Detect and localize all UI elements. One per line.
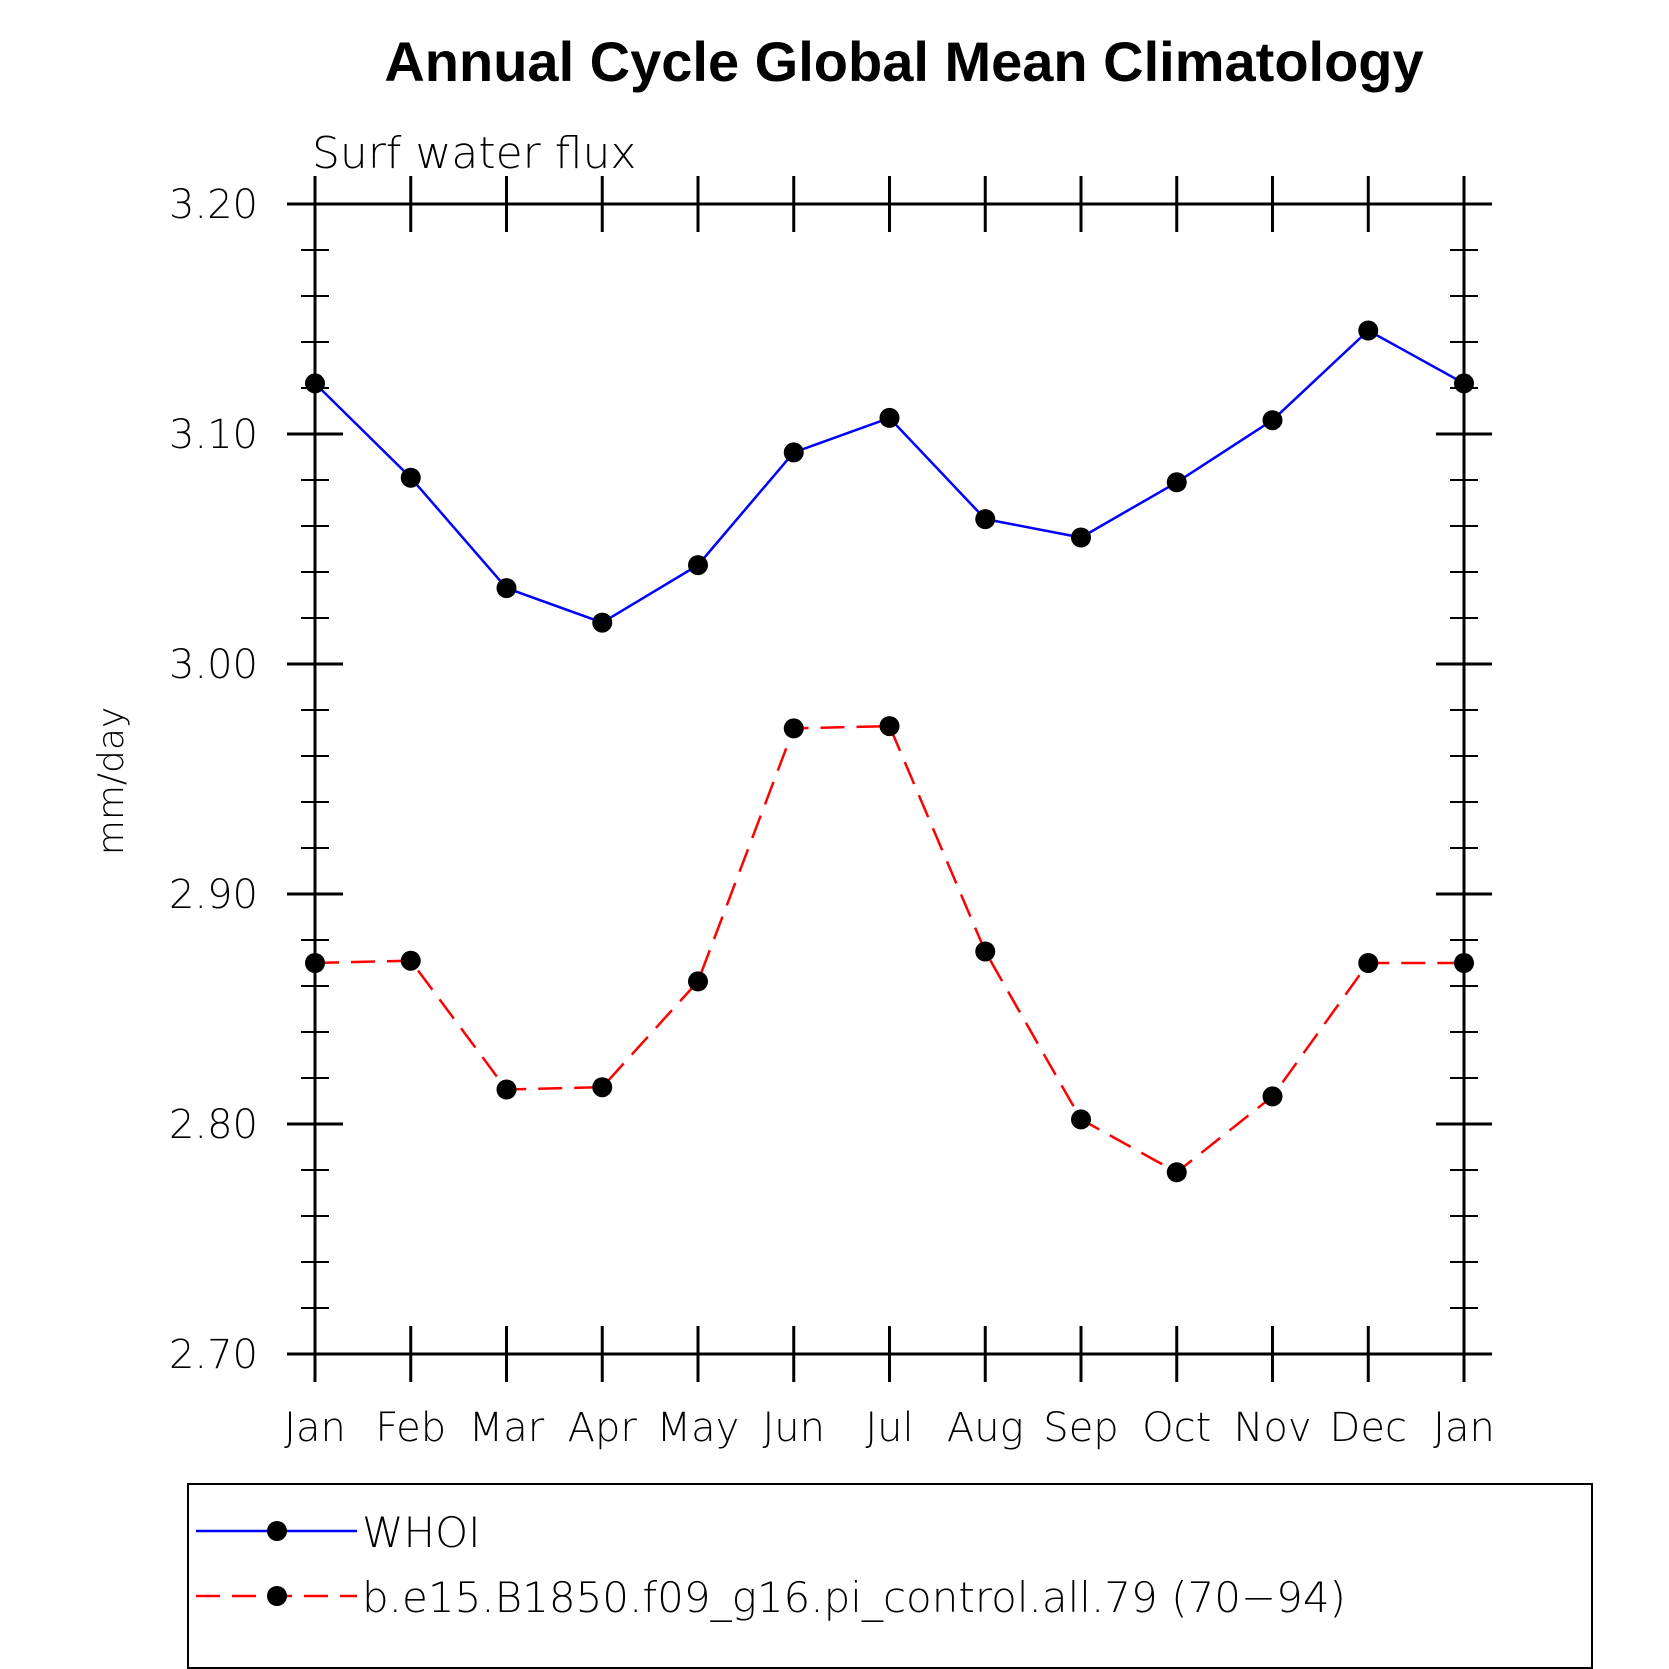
axis-ticks xyxy=(287,176,1492,1382)
x-tick-label: Jan xyxy=(284,1405,346,1451)
y-tick-label: 2.70 xyxy=(169,1332,258,1378)
data-point xyxy=(496,1079,517,1100)
data-point xyxy=(496,578,517,599)
chart-title: Annual Cycle Global Mean Climatology xyxy=(384,30,1423,93)
data-point xyxy=(975,509,996,530)
data-point xyxy=(592,612,613,633)
series-line-2 xyxy=(314,724,1464,1174)
x-tick-label: Aug xyxy=(947,1405,1024,1451)
y-axis-label: mm/day xyxy=(91,707,132,855)
data-point xyxy=(975,941,996,962)
data-point xyxy=(1262,1086,1283,1107)
data-point xyxy=(592,1077,613,1098)
x-tick-label: Nov xyxy=(1233,1405,1311,1451)
legend: WHOI b.e15.B1850.f09_g16.pi_control.all.7… xyxy=(196,1508,1346,1622)
data-point xyxy=(1166,1162,1187,1183)
data-point xyxy=(879,407,900,428)
y-tick-label: 3.00 xyxy=(169,642,258,688)
chart-subtitle: Surf water flux xyxy=(312,128,636,179)
data-point xyxy=(1071,527,1091,548)
legend-box xyxy=(187,1483,1593,1669)
data-point xyxy=(1454,373,1474,394)
x-tick-label: Apr xyxy=(568,1405,638,1451)
y-tick-label: 3.20 xyxy=(169,182,258,228)
data-point xyxy=(1454,953,1474,973)
series-line-1 xyxy=(314,328,1465,624)
x-tick-label: Oct xyxy=(1142,1405,1211,1451)
data-point xyxy=(1262,410,1283,431)
tick-labels: Jan Feb Mar Apr May Jun Jul Aug Sep Oct Nov Dec Jan 2… xyxy=(169,182,1495,1451)
data-point xyxy=(400,950,421,971)
data-point xyxy=(305,953,325,973)
data-point xyxy=(1071,1109,1091,1130)
x-tick-label: Mar xyxy=(469,1405,545,1451)
x-tick-label: Jul xyxy=(865,1405,913,1451)
data-point xyxy=(879,716,900,737)
data-point xyxy=(688,555,708,576)
series-layer xyxy=(305,320,1474,1183)
data-point xyxy=(688,971,708,992)
x-tick-label: May xyxy=(657,1405,740,1451)
data-point xyxy=(1358,320,1379,341)
data-point xyxy=(783,442,804,463)
legend-marker-1 xyxy=(267,1521,287,1541)
data-point xyxy=(400,467,421,488)
data-point xyxy=(1166,472,1187,493)
x-tick-label: Sep xyxy=(1043,1405,1118,1451)
legend-label-1: WHOI xyxy=(362,1508,481,1557)
y-tick-label: 2.80 xyxy=(169,1102,258,1148)
data-point xyxy=(1358,953,1379,973)
y-tick-label: 2.90 xyxy=(169,872,258,918)
data-point xyxy=(305,373,325,394)
x-tick-label: Feb xyxy=(375,1405,446,1451)
legend-label-2: b.e15.B1850.f09_g16.pi_control.all.79 (7… xyxy=(362,1573,1346,1622)
x-tick-label: Jan xyxy=(1433,1405,1495,1451)
legend-marker-2 xyxy=(267,1586,287,1606)
x-tick-label: Jun xyxy=(763,1405,826,1451)
x-tick-label: Dec xyxy=(1330,1405,1407,1451)
plot-frame xyxy=(313,202,1466,1356)
y-tick-label: 3.10 xyxy=(169,412,258,458)
data-point xyxy=(783,718,804,739)
